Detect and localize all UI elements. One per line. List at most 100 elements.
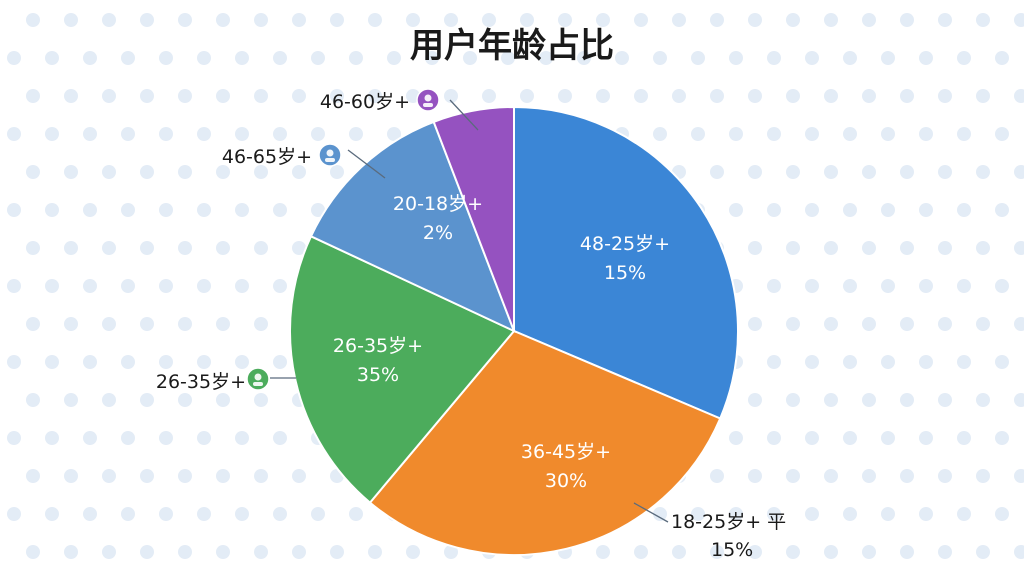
background-dot bbox=[596, 89, 610, 103]
background-dot bbox=[520, 89, 534, 103]
background-dot bbox=[767, 127, 781, 141]
background-dot bbox=[178, 545, 192, 559]
background-dot bbox=[919, 203, 933, 217]
background-dot bbox=[330, 89, 344, 103]
background-dot bbox=[900, 469, 914, 483]
background-dot bbox=[938, 165, 952, 179]
background-dot bbox=[824, 165, 838, 179]
leader-line bbox=[449, 99, 479, 131]
background-dot bbox=[1014, 393, 1024, 407]
background-dot bbox=[843, 127, 857, 141]
background-dot bbox=[596, 13, 610, 27]
slice-label: 36-45岁+ bbox=[521, 441, 611, 463]
background-dot bbox=[710, 545, 724, 559]
background-dot bbox=[64, 241, 78, 255]
background-dot bbox=[786, 241, 800, 255]
background-dot bbox=[26, 241, 40, 255]
background-dot bbox=[900, 393, 914, 407]
background-dot bbox=[197, 51, 211, 65]
background-dot bbox=[83, 355, 97, 369]
background-dot bbox=[140, 165, 154, 179]
background-dot bbox=[178, 89, 192, 103]
background-dot bbox=[558, 13, 572, 27]
background-dot bbox=[83, 51, 97, 65]
background-dot bbox=[976, 165, 990, 179]
background-dot bbox=[919, 431, 933, 445]
slice-label: 20-18岁+ bbox=[393, 193, 483, 215]
background-dot bbox=[254, 469, 268, 483]
background-dot bbox=[444, 545, 458, 559]
background-dot bbox=[957, 507, 971, 521]
background-dot bbox=[254, 393, 268, 407]
background-dot bbox=[729, 431, 743, 445]
background-dot bbox=[159, 431, 173, 445]
pie-slice bbox=[432, 105, 515, 332]
background-dot bbox=[995, 507, 1009, 521]
background-dot bbox=[691, 127, 705, 141]
background-dot bbox=[938, 469, 952, 483]
background-dot bbox=[197, 127, 211, 141]
background-dot bbox=[102, 165, 116, 179]
outer-value: 15% bbox=[711, 539, 753, 561]
slice-label: 26-35岁+ bbox=[333, 335, 423, 357]
background-dot bbox=[83, 279, 97, 293]
pie-slice bbox=[309, 120, 516, 333]
pie-slice bbox=[288, 234, 516, 505]
background-dot bbox=[26, 165, 40, 179]
background-dot bbox=[159, 203, 173, 217]
background-dot bbox=[349, 507, 363, 521]
background-dot bbox=[957, 203, 971, 217]
background-dot bbox=[862, 89, 876, 103]
pie-slice bbox=[513, 105, 739, 420]
background-dot bbox=[672, 545, 686, 559]
background-dot bbox=[881, 279, 895, 293]
background-dot bbox=[767, 279, 781, 293]
background-dot bbox=[748, 165, 762, 179]
outer-label: 26-35岁+ bbox=[156, 371, 246, 393]
background-dot bbox=[919, 279, 933, 293]
background-dot bbox=[995, 355, 1009, 369]
megaphone-icon bbox=[416, 88, 440, 112]
background-dot bbox=[938, 13, 952, 27]
background-dot bbox=[786, 545, 800, 559]
background-dot bbox=[805, 51, 819, 65]
background-dot bbox=[368, 89, 382, 103]
background-dot bbox=[843, 203, 857, 217]
background-dot bbox=[330, 545, 344, 559]
background-dot bbox=[710, 469, 724, 483]
background-dot bbox=[501, 51, 515, 65]
outer-label: 18-25岁+ 平 bbox=[671, 511, 786, 533]
background-dot bbox=[482, 13, 496, 27]
background-dot bbox=[121, 203, 135, 217]
background-dot bbox=[254, 317, 268, 331]
background-dot bbox=[957, 355, 971, 369]
background-dot bbox=[710, 89, 724, 103]
background-dot bbox=[216, 165, 230, 179]
background-dot bbox=[634, 13, 648, 27]
background-dot bbox=[938, 317, 952, 331]
background-dot bbox=[121, 127, 135, 141]
background-dot bbox=[197, 431, 211, 445]
background-dot bbox=[805, 507, 819, 521]
background-dot bbox=[881, 355, 895, 369]
background-dot bbox=[729, 51, 743, 65]
background-dot bbox=[1014, 469, 1024, 483]
background-dot bbox=[900, 241, 914, 255]
background-dot bbox=[957, 431, 971, 445]
background-dot bbox=[1014, 165, 1024, 179]
background-dot bbox=[843, 431, 857, 445]
background-dot bbox=[26, 13, 40, 27]
background-dot bbox=[102, 393, 116, 407]
background-dot bbox=[729, 127, 743, 141]
background-dot bbox=[767, 51, 781, 65]
background-dot bbox=[83, 203, 97, 217]
background-dot bbox=[7, 51, 21, 65]
background-dot bbox=[634, 545, 648, 559]
background-dot bbox=[805, 355, 819, 369]
background-dot bbox=[881, 507, 895, 521]
background-dot bbox=[197, 507, 211, 521]
background-dot bbox=[577, 51, 591, 65]
background-dot bbox=[881, 127, 895, 141]
background-dot bbox=[349, 127, 363, 141]
background-dot bbox=[121, 507, 135, 521]
